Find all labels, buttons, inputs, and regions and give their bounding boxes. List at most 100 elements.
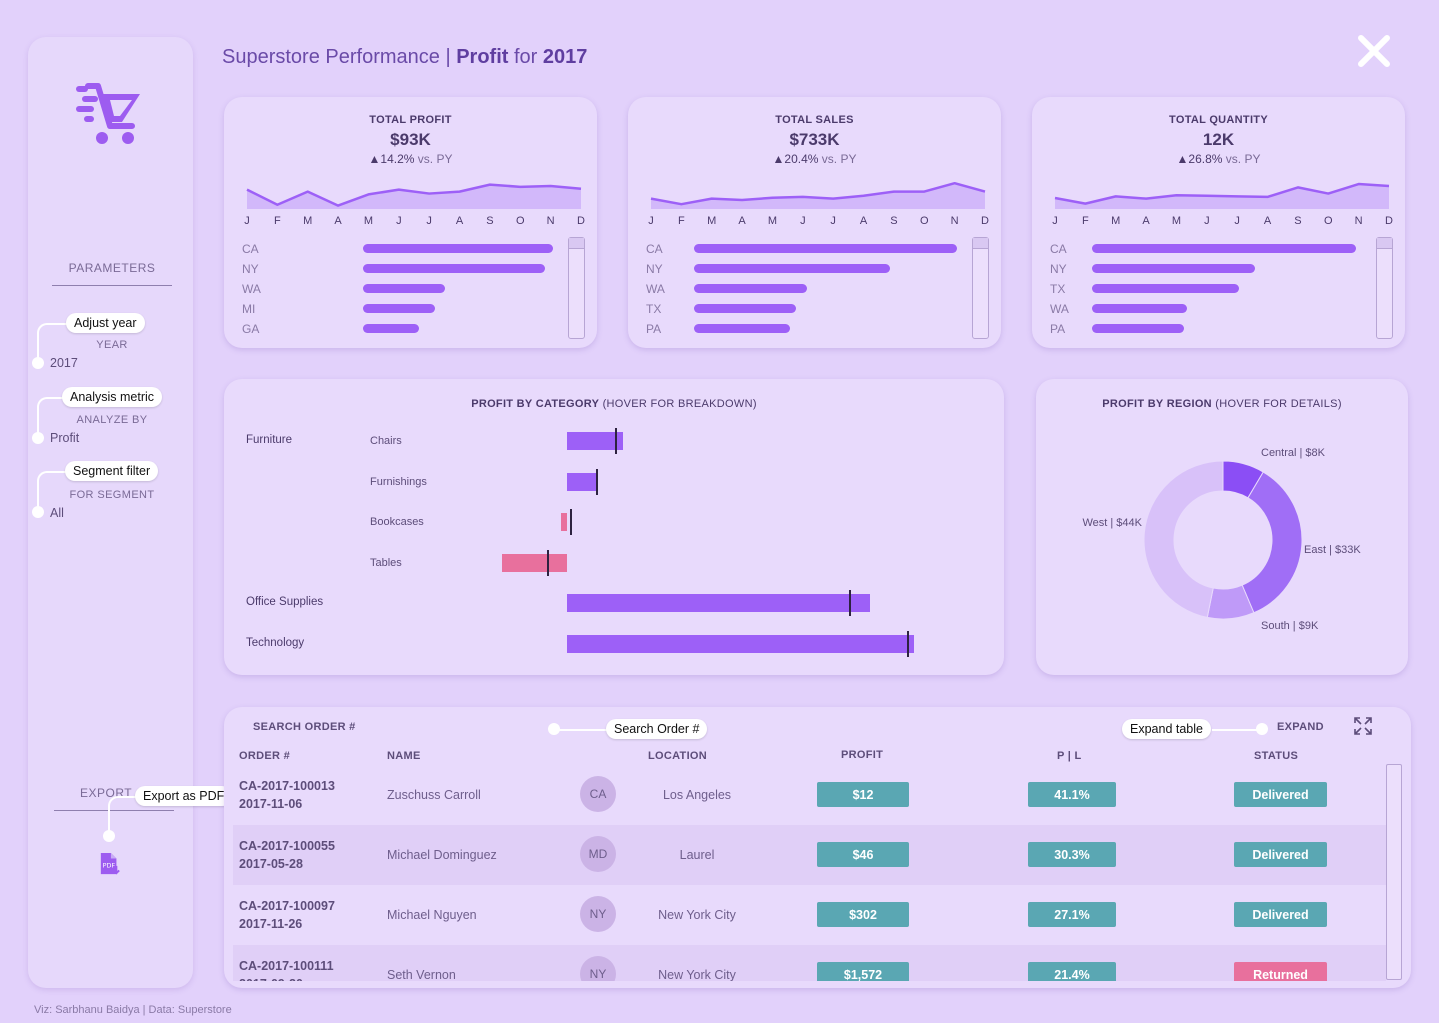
scrollbar-thumb[interactable] [1377,238,1392,249]
state-bar[interactable] [363,244,553,253]
month-tick: M [303,215,313,227]
month-tick: O [1323,215,1333,227]
month-tick: N [1354,215,1363,227]
category-bar[interactable] [567,432,623,450]
scrollbar-thumb[interactable] [973,238,988,249]
search-order-handle[interactable] [548,723,560,735]
table-row[interactable]: CA-2017-100055 2017-05-28 Michael Domingue… [233,825,1386,885]
export-pdf-tooltip: Export as PDF [135,786,233,806]
monthly-trend-sparkline[interactable] [246,177,582,209]
region-label: West | $44K [1082,517,1142,529]
month-tick: J [1204,215,1210,227]
state-bar[interactable] [1092,304,1187,313]
state-bar[interactable] [1092,324,1184,333]
state-bar[interactable] [694,304,796,313]
state-label: WA [1050,302,1069,316]
region-donut-chart[interactable]: Central | $8K East | $33K South | $9K West … [1036,420,1408,670]
profit-badge: $12 [817,782,909,807]
segment-handle[interactable] [32,506,44,518]
expand-handle[interactable] [1256,723,1268,735]
col-location: LOCATION [648,750,708,762]
table-row[interactable]: CA-2017-100013 2017-11-06 Zuschuss Carroll… [233,765,1386,825]
sparkline-line [650,181,986,206]
month-tick: J [396,215,402,227]
category-bar[interactable] [501,553,567,572]
kpi-label: TOTAL PROFIT [369,114,452,126]
divider [54,810,174,811]
order-id[interactable]: CA-2017-100013 [239,779,335,793]
state-bar[interactable] [363,324,419,333]
state-bar[interactable] [363,264,545,273]
state-label: GA [242,322,260,336]
metric-handle[interactable] [32,432,44,444]
monthly-trend-sparkline[interactable] [1054,177,1390,209]
reference-line [848,590,851,616]
connector [37,471,69,511]
order-id[interactable]: CA-2017-100111 [239,959,334,973]
state-bar[interactable] [1092,244,1356,253]
region-label: South | $9K [1261,620,1319,632]
expand-icon[interactable] [1353,716,1373,736]
avatar: NY [580,896,616,932]
category-label: Office Supplies [246,596,324,608]
month-tick: F [273,215,281,227]
profit-badge: $302 [817,902,909,927]
category-bar[interactable] [567,634,915,653]
scrollbar-thumb[interactable] [569,238,584,249]
category-label: Technology [246,636,305,649]
state-bar[interactable] [694,244,957,253]
kpi-change-value: ▲14.2% [368,152,415,166]
search-order-input[interactable]: Search Order # [606,719,708,739]
category-bar[interactable] [567,472,596,491]
year-handle[interactable] [32,357,44,369]
state-list-scrollbar[interactable] [568,237,585,339]
segment-select[interactable]: All [50,506,64,520]
year-select[interactable]: 2017 [50,356,78,370]
kpi-change-value: ▲26.8% [1176,152,1223,166]
category-bar[interactable] [567,594,870,612]
month-tick: A [1142,215,1150,227]
month-tick: O [515,215,525,227]
state-bar[interactable] [694,324,790,333]
table-row[interactable]: CA-2017-100097 2017-11-26 Michael Nguyen NY… [233,885,1386,945]
profit-badge: $46 [817,842,909,867]
month-tick: O [919,215,929,227]
state-label: NY [242,262,259,276]
month-tick: J [800,215,806,227]
region-slice[interactable] [1241,471,1303,614]
state-bar[interactable] [694,264,890,273]
profit-by-category-title: PROFIT BY CATEGORY (HOVER FOR BREAKDOWN) [471,398,757,410]
footer-credit: Viz: Sarbhanu Baidya | Data: Superstore [34,1004,232,1016]
close-icon[interactable] [1356,33,1392,69]
customer-name: Zuschuss Carroll [387,788,481,802]
state-label: WA [646,282,665,296]
kpi-change: ▲20.4% vs. PY [628,152,1001,166]
reference-line [595,468,598,495]
search-order-label: SEARCH ORDER # [253,721,356,733]
state-list-scrollbar[interactable] [1376,237,1393,339]
state-bar[interactable] [694,284,807,293]
region-slice[interactable] [1143,460,1224,619]
export-handle[interactable] [103,830,115,842]
table-scrollbar[interactable] [1386,764,1402,980]
pdf-download-icon[interactable]: PDF [99,852,121,876]
state-label: TX [646,302,662,316]
divider [52,285,172,286]
analysis-metric-tooltip: Analysis metric [62,387,163,407]
order-date: 2017-09-20 [239,975,303,981]
state-bar[interactable] [1092,264,1255,273]
state-bar[interactable] [363,304,435,313]
state-bar[interactable] [363,284,445,293]
table-row[interactable]: CA-2017-100111 2017-09-20 Seth Vernon NY New… [233,945,1386,981]
metric-select[interactable]: Profit [50,431,80,445]
expand-label[interactable]: EXPAND [1277,721,1324,733]
category-bar[interactable] [560,513,567,531]
order-id[interactable]: CA-2017-100055 [239,839,335,853]
state-bar[interactable] [1092,284,1239,293]
state-list-scrollbar[interactable] [972,237,989,339]
order-id[interactable]: CA-2017-100097 [239,899,335,913]
monthly-trend-sparkline[interactable] [650,177,986,209]
pl-badge: 41.1% [1028,782,1116,807]
kpi-change: ▲26.8% vs. PY [1032,152,1405,166]
month-tick: D [577,215,585,227]
